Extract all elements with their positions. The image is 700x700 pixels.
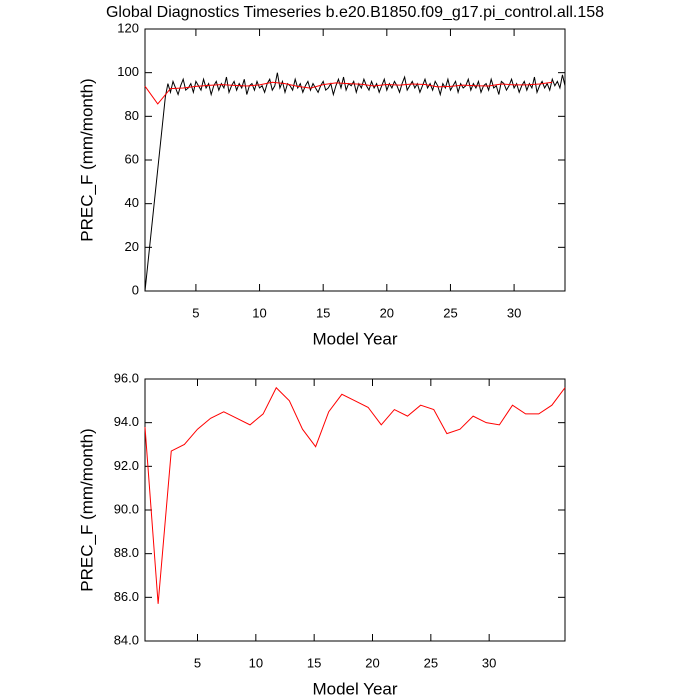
y-axis-label: PREC_F (mm/month) <box>77 428 96 591</box>
y-tick-label: 80 <box>125 108 139 123</box>
chart-title: Global Diagnostics Timeseries b.e20.B185… <box>106 4 604 21</box>
y-tick-label: 120 <box>117 20 139 35</box>
y-tick-label: 84.0 <box>114 632 139 647</box>
series-line <box>144 386 566 604</box>
x-tick-label: 10 <box>252 305 266 320</box>
y-tick-label: 86.0 <box>114 589 139 604</box>
y-tick-label: 94.0 <box>114 414 139 429</box>
y-tick-label: 20 <box>125 239 139 254</box>
y-tick-label: 60 <box>125 151 139 166</box>
plot-frame <box>144 378 566 642</box>
y-axis-label: PREC_F (mm/month) <box>77 78 96 241</box>
y-tick-label: 88.0 <box>114 545 139 560</box>
y-tick-label: 96.0 <box>114 370 139 385</box>
x-tick-label: 10 <box>249 655 263 670</box>
y-tick-label: 90.0 <box>114 501 139 516</box>
x-tick-label: 15 <box>307 655 321 670</box>
x-axis-label: Model Year <box>312 329 397 348</box>
x-tick-label: 25 <box>443 305 457 320</box>
y-tick-label: 40 <box>125 195 139 210</box>
y-tick-label: 92.0 <box>114 458 139 473</box>
series-line <box>144 72 566 292</box>
x-tick-label: 20 <box>365 655 379 670</box>
y-tick-label: 0 <box>132 282 139 297</box>
y-tick-label: 100 <box>117 64 139 79</box>
x-tick-label: 30 <box>482 655 496 670</box>
series-line <box>144 81 553 105</box>
plot-frame <box>144 28 566 292</box>
x-tick-label: 25 <box>424 655 438 670</box>
x-tick-label: 5 <box>194 655 201 670</box>
x-axis-label: Model Year <box>312 679 397 698</box>
x-tick-label: 30 <box>507 305 521 320</box>
x-tick-label: 15 <box>316 305 330 320</box>
x-tick-label: 5 <box>192 305 199 320</box>
x-tick-label: 20 <box>380 305 394 320</box>
